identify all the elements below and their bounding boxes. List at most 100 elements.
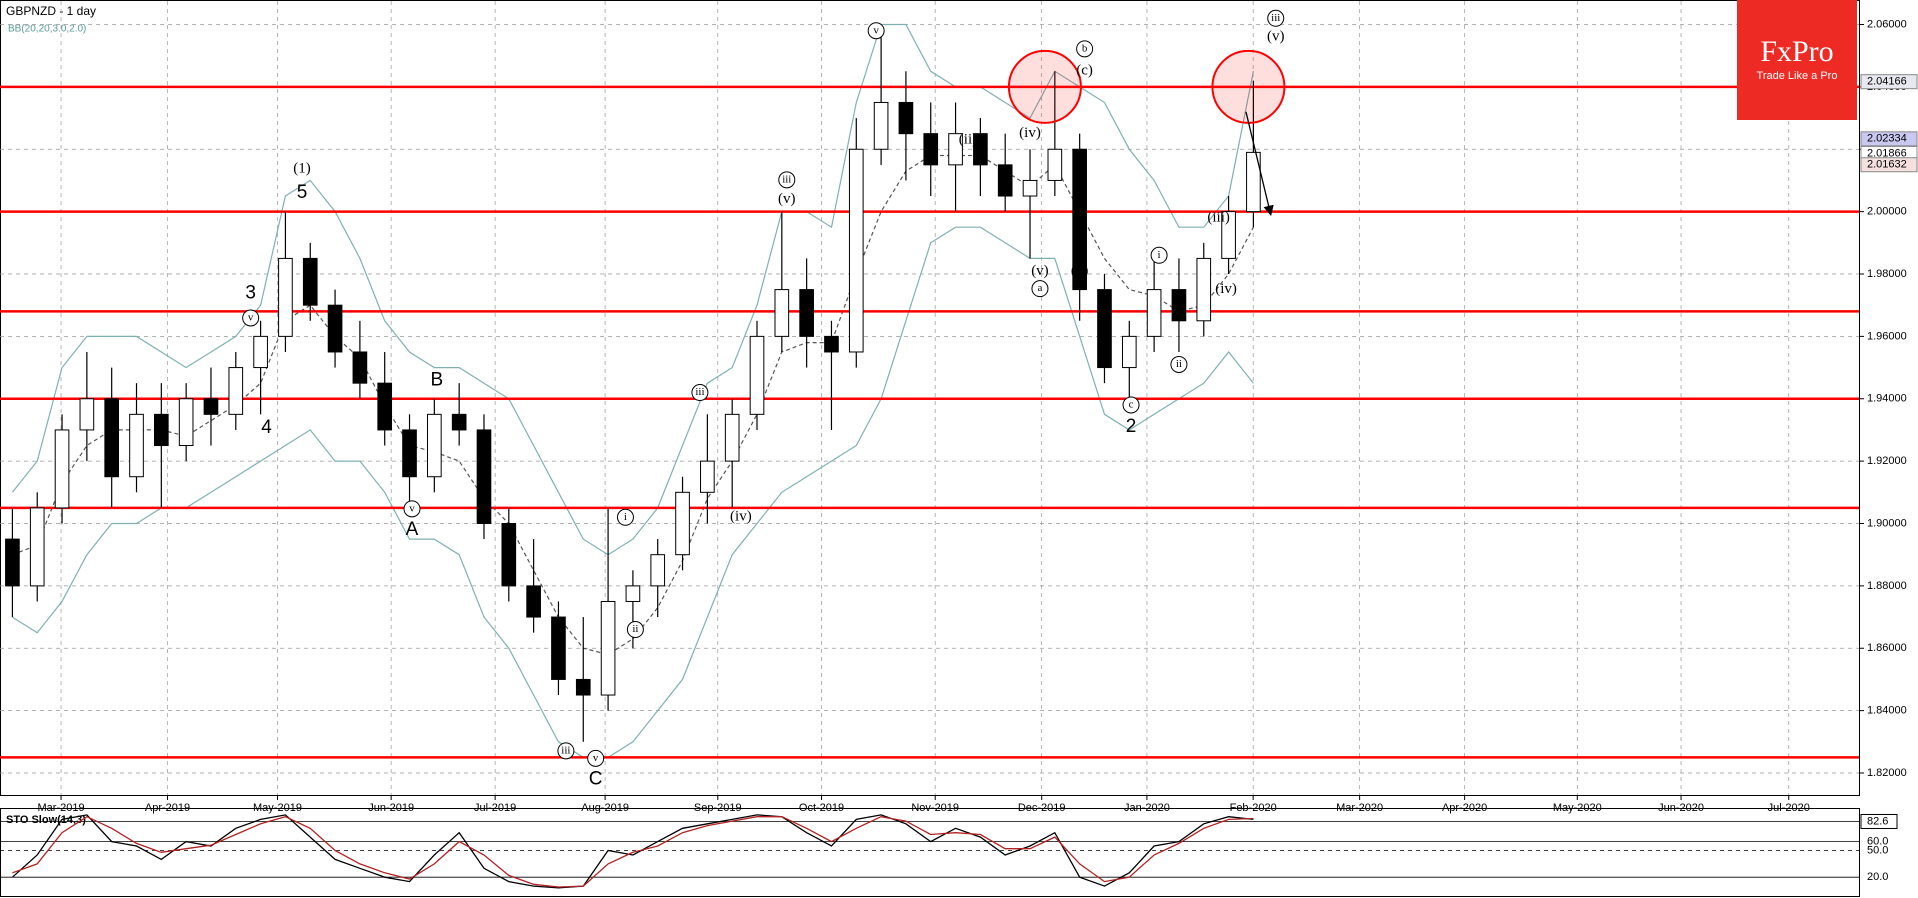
candle-body [799,289,814,337]
wave-label: A [406,519,419,540]
x-tick-label: Nov-2019 [911,802,959,814]
candle-body [700,460,715,493]
y-tick-label: 1.88000 [1867,580,1907,592]
candle-body [178,398,194,447]
x-tick-label: Aug-2019 [581,802,629,814]
wave-circle [778,171,796,189]
wave-label: (v) [778,191,796,207]
candle-body [551,616,566,680]
candle-body [451,413,467,431]
wave-label: c [1129,399,1134,411]
value-box [1860,813,1898,829]
chart-title: GBPNZD - 1 day [6,4,96,18]
candle-body [154,413,169,447]
stoch-line [11,814,1254,889]
wave-label: (c) [1076,62,1093,78]
candle-body [997,164,1013,197]
candle-body [1072,148,1087,291]
candle-body [1171,289,1187,322]
wave-circle [557,742,575,760]
wave-label: (iv) [1215,281,1237,297]
candle-body [1221,211,1236,259]
candle-body [1196,257,1212,322]
candle-body [1097,289,1112,369]
candle-body [302,257,318,306]
candle-body [1146,289,1162,337]
x-tick-label: May-2019 [253,802,302,814]
price-label: 2.01632 [1867,159,1907,171]
wave-circle [1150,246,1168,264]
candle-body [675,491,690,556]
y-tick-label: 1.92000 [1867,455,1907,467]
wave-label: 3 [245,283,256,304]
wave-circle [1031,280,1049,298]
candle-body [29,507,45,587]
x-tick-label: Apr-2019 [145,802,190,814]
x-tick-label: Mar-2019 [38,802,85,814]
candle-body [253,335,268,369]
stoch-frame [0,808,1860,897]
candle-body [501,523,517,587]
wave-label: iii [782,173,791,185]
candle-body [873,101,889,150]
wave-label: iii [695,386,704,398]
wave-circle [1122,396,1140,414]
y-tick-label: 1.94000 [1867,393,1907,405]
wave-circle [1170,355,1188,373]
candle-body [377,382,393,431]
wave-label: (iv) [730,509,752,525]
wave-circle [1076,40,1094,58]
candle-body [327,304,343,353]
y-tick-label: 1.96000 [1867,330,1907,342]
candle-body [848,148,864,353]
x-tick-label: Jul-2019 [474,802,516,814]
price-label: 2.02334 [1867,133,1907,145]
candle-body [898,101,914,135]
logo-box [1737,0,1857,120]
candle-body [575,678,591,696]
y-tick-label: 60.0 [1867,836,1888,848]
y-tick-label: 20.0 [1867,871,1888,883]
price-label: 2.01866 [1867,147,1907,159]
wave-label: v [873,24,879,36]
candle-body [54,429,70,509]
candle-body [1246,151,1261,213]
candle-body [1121,335,1137,369]
wave-circle [403,500,421,518]
wave-label: B [430,369,443,390]
logo-brand: FxPro [1760,35,1833,68]
wave-label: ii [632,623,638,635]
y-tick-label: 82.6 [1867,815,1888,827]
candle-body [724,413,740,462]
y-tick-label: 1.98000 [1867,268,1907,280]
candle-body [104,398,120,478]
candle-body [129,413,144,478]
candle-body [625,585,641,602]
indicator-label: BB(20,20,3.0,2.0) [8,24,86,35]
candle-body [278,257,293,337]
wave-label: iii [561,744,570,756]
wave-label: C [589,768,603,789]
candle-body [774,289,790,337]
wave-label: iii [1271,12,1280,24]
wave-circle [242,309,260,327]
stoch-line [12,815,1254,888]
y-tick-label: 50.0 [1867,844,1888,856]
wave-label: (iii) [1207,209,1230,225]
candle-body [824,335,839,353]
x-tick-label: Mar-2020 [1336,802,1383,814]
y-tick-label: 1.84000 [1867,705,1907,717]
candle-body [5,538,20,587]
candle-body [526,585,541,618]
wave-label: 2 [1126,416,1137,437]
stoch-title: STO Slow(14,3) [6,814,86,826]
x-tick-label: Dec-2019 [1018,802,1066,814]
wave-circle [616,508,634,526]
wave-circle [691,384,709,402]
candle-body [948,133,963,166]
bb-middle [12,154,1254,656]
wave-circle [587,749,605,767]
x-tick-label: May-2020 [1553,802,1602,814]
candle-body [402,429,417,478]
